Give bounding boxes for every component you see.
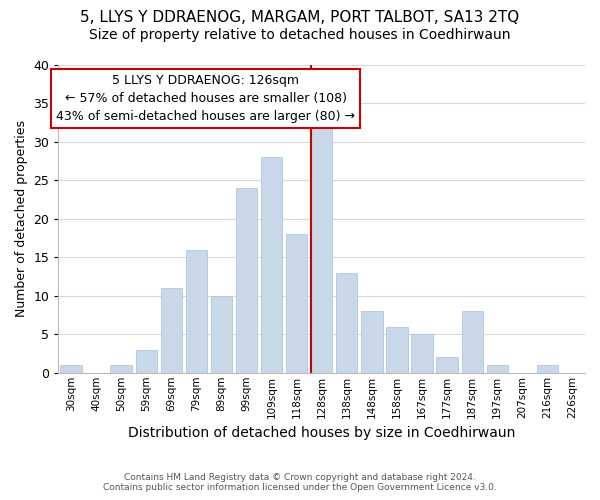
Bar — [186, 250, 207, 373]
Text: Size of property relative to detached houses in Coedhirwaun: Size of property relative to detached ho… — [89, 28, 511, 42]
Bar — [286, 234, 307, 373]
Bar — [110, 365, 132, 373]
Bar — [311, 126, 332, 373]
Text: Contains HM Land Registry data © Crown copyright and database right 2024.
Contai: Contains HM Land Registry data © Crown c… — [103, 473, 497, 492]
Y-axis label: Number of detached properties: Number of detached properties — [15, 120, 28, 318]
Text: 5 LLYS Y DDRAENOG: 126sqm
← 57% of detached houses are smaller (108)
43% of semi: 5 LLYS Y DDRAENOG: 126sqm ← 57% of detac… — [56, 74, 355, 123]
Bar — [487, 365, 508, 373]
Bar — [161, 288, 182, 373]
Bar — [236, 188, 257, 373]
Bar — [412, 334, 433, 373]
Bar — [361, 311, 383, 373]
Bar — [211, 296, 232, 373]
Bar — [61, 365, 82, 373]
Bar — [537, 365, 558, 373]
Bar — [386, 326, 407, 373]
Bar — [136, 350, 157, 373]
Bar — [336, 272, 358, 373]
Bar — [436, 358, 458, 373]
Bar — [261, 158, 282, 373]
X-axis label: Distribution of detached houses by size in Coedhirwaun: Distribution of detached houses by size … — [128, 426, 515, 440]
Text: 5, LLYS Y DDRAENOG, MARGAM, PORT TALBOT, SA13 2TQ: 5, LLYS Y DDRAENOG, MARGAM, PORT TALBOT,… — [80, 10, 520, 25]
Bar — [461, 311, 483, 373]
